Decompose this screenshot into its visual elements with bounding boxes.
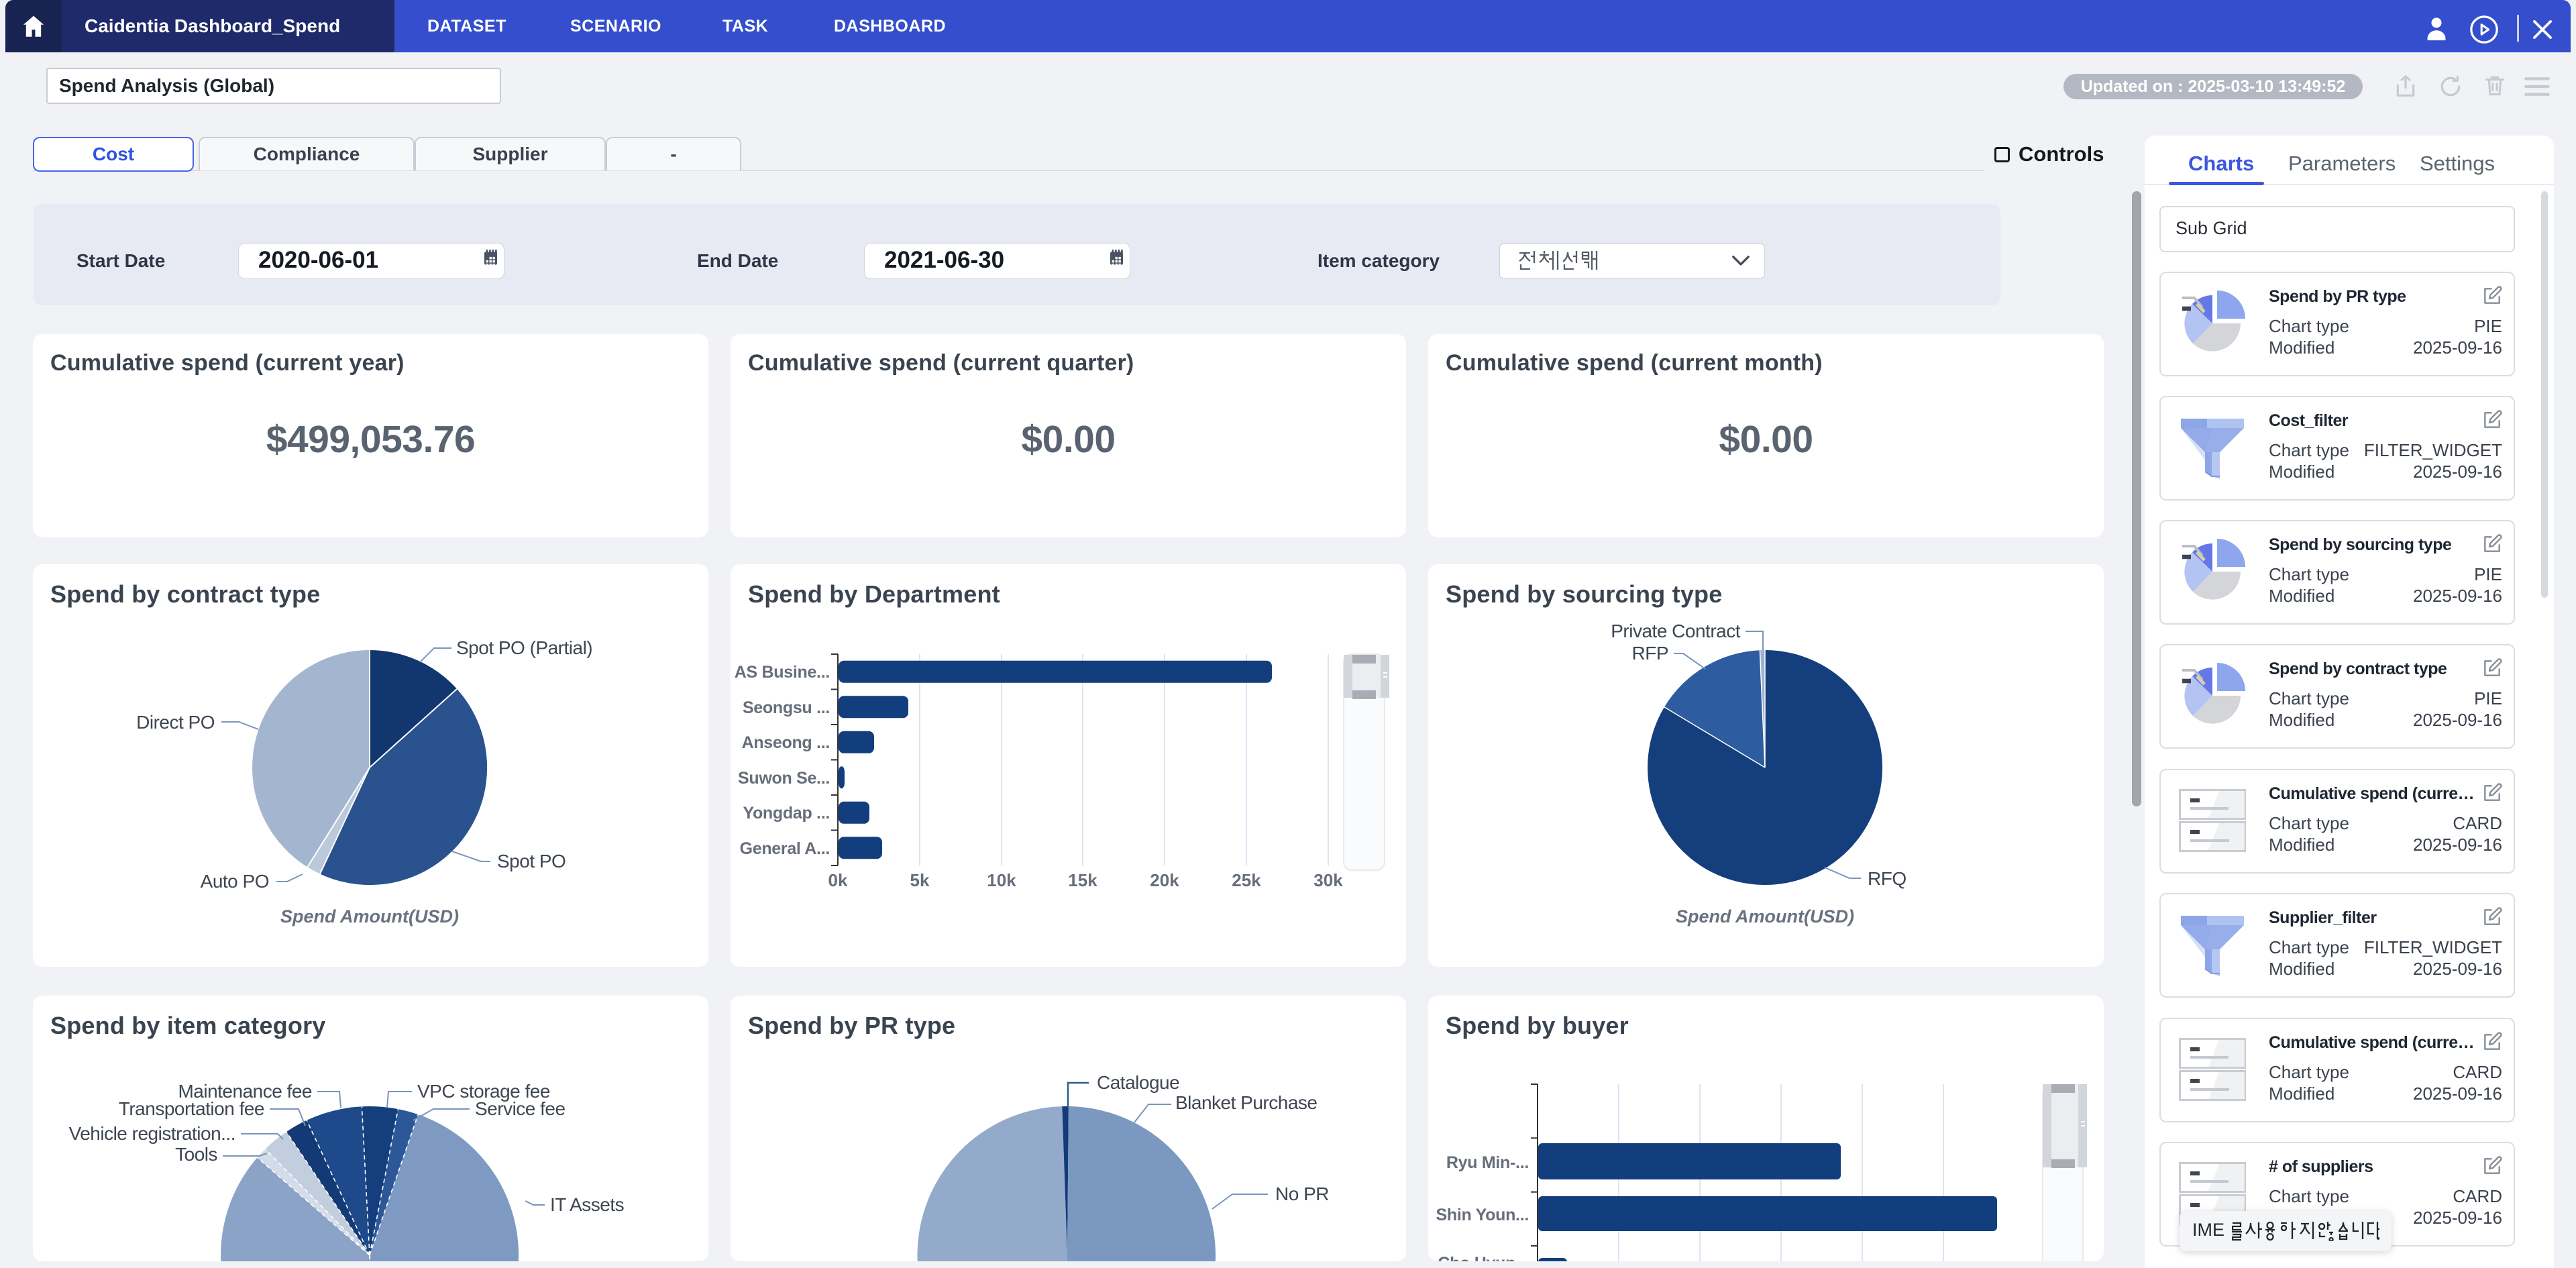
svg-text:15k: 15k bbox=[1068, 870, 1097, 890]
svg-text:5k: 5k bbox=[910, 870, 930, 890]
svg-text:Auto PO: Auto PO bbox=[201, 871, 269, 892]
svg-text:Cho Hyun...: Cho Hyun... bbox=[1438, 1254, 1529, 1261]
svg-text:Service fee: Service fee bbox=[475, 1098, 566, 1119]
svg-text:Shin Youn...: Shin Youn... bbox=[1436, 1206, 1529, 1224]
svg-text:Tools: Tools bbox=[175, 1144, 217, 1165]
svg-text:No PR: No PR bbox=[1275, 1183, 1329, 1204]
svg-text:Maintenance fee: Maintenance fee bbox=[178, 1081, 312, 1102]
svg-text:AS Busine...: AS Busine... bbox=[735, 663, 830, 682]
svg-text:Transportation fee: Transportation fee bbox=[119, 1098, 264, 1119]
svg-text:Spot PO: Spot PO bbox=[497, 851, 566, 871]
svg-text:0k: 0k bbox=[828, 870, 848, 890]
svg-text:Catalogue: Catalogue bbox=[1097, 1072, 1179, 1093]
svg-text:Anseong ...: Anseong ... bbox=[742, 733, 830, 752]
svg-text:Spend Amount(USD): Spend Amount(USD) bbox=[280, 906, 459, 927]
svg-text:Vehicle registration...: Vehicle registration... bbox=[69, 1123, 235, 1144]
svg-text:20k: 20k bbox=[1150, 870, 1179, 890]
svg-text:IT Assets: IT Assets bbox=[550, 1194, 624, 1215]
svg-text:30k: 30k bbox=[1313, 870, 1343, 890]
svg-text:Yongdap ...: Yongdap ... bbox=[743, 804, 830, 823]
svg-text:Seongsu ...: Seongsu ... bbox=[743, 698, 830, 717]
svg-text:Private Contract: Private Contract bbox=[1611, 621, 1740, 641]
svg-text:VPC storage fee: VPC storage fee bbox=[417, 1081, 550, 1102]
svg-text:Blanket Purchase: Blanket Purchase bbox=[1175, 1092, 1317, 1113]
svg-text:RFP: RFP bbox=[1632, 643, 1669, 664]
svg-text:General A...: General A... bbox=[740, 839, 830, 858]
svg-text:Ryu Min-...: Ryu Min-... bbox=[1446, 1153, 1529, 1172]
svg-text:Spend Amount(USD): Spend Amount(USD) bbox=[1676, 906, 1854, 927]
svg-text:10k: 10k bbox=[987, 870, 1016, 890]
svg-text:Spot PO (Partial): Spot PO (Partial) bbox=[456, 637, 592, 658]
svg-text:Suwon Se...: Suwon Se... bbox=[738, 769, 830, 788]
svg-text:Direct PO: Direct PO bbox=[136, 712, 215, 733]
svg-text:RFQ: RFQ bbox=[1868, 868, 1907, 889]
svg-text:25k: 25k bbox=[1232, 870, 1261, 890]
